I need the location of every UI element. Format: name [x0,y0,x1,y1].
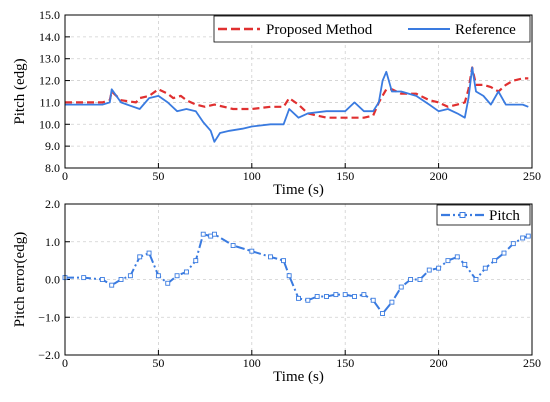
data-point [249,248,255,254]
data-point [525,233,531,239]
data-point [127,273,133,279]
x-tick-label: 0 [62,356,68,370]
data-point [174,273,180,279]
data-point [380,311,386,316]
data-point [99,277,105,282]
x-tick-label: 250 [523,169,541,183]
data-point [436,265,442,271]
data-point [473,277,479,282]
y-tick-label: 14.0 [39,30,60,44]
y-tick-label: 0.0 [45,273,60,287]
legend-label-proposed: Proposed Method [266,22,373,38]
data-point [296,295,301,301]
data-point [398,284,404,290]
legend-box [213,15,531,43]
data-point [445,258,451,264]
x-tick-label: 200 [430,356,448,370]
x-tick-label: 250 [523,356,541,370]
data-point [109,282,115,288]
y-tick-label: 13.0 [39,52,60,66]
data-point [333,292,339,298]
data-point [520,235,526,241]
data-point [492,258,498,264]
data-point [155,273,161,279]
data-point [510,241,516,247]
y-tick-label: 15.0 [39,8,60,22]
data-point [314,294,320,299]
data-point [342,292,348,298]
data-point [482,265,488,271]
data-point [352,294,357,299]
data-point [118,277,124,282]
y-tick-label: −1.0 [38,310,60,324]
y-axis-label: Pitch error(edg) [12,232,28,327]
data-point [200,231,206,237]
data-point [230,243,236,248]
data-point [408,277,414,282]
data-point [183,269,189,275]
data-point [137,254,143,260]
data-point [146,250,152,256]
data-point [324,294,329,299]
legend-label-pitch: Pitch [489,208,520,224]
pitch-chart: 0 50 100 150 200 250 8.0 9.0 10.0 11.0 12.0 13.0 14.… [12,8,541,198]
y-tick-label: 9.0 [45,139,60,153]
pitch-error-chart: 0 50 100 150 200 250 −2.0 −1.0 0.0 1.0 2.0 Time (s)… [12,197,541,385]
y-tick-label: 11.0 [39,95,60,109]
x-tick-label: 150 [336,169,354,183]
y-tick-label: 10.0 [39,117,60,131]
x-axis-label: Time (s) [273,369,324,385]
legend-marker-pitch [459,212,466,218]
data-point [389,299,395,305]
data-point [462,261,468,267]
x-tick-label: 0 [62,169,68,183]
data-point [501,250,507,256]
data-point [193,258,199,264]
data-point [165,280,171,286]
legend: Pitch [436,204,531,226]
y-tick-label: 2.0 [45,197,60,211]
x-axis-label: Time (s) [273,182,324,198]
x-tick-label: 100 [243,169,261,183]
axes-frame [64,14,533,169]
data-point [426,267,432,273]
axes-frame [64,203,533,356]
data-point [361,292,367,298]
y-axis-label: Pitch (edg) [12,58,28,124]
x-tick-label: 50 [152,356,164,370]
data-point [370,297,376,303]
x-tick-label: 200 [430,169,448,183]
data-point [286,273,292,279]
legend-label-reference: Reference [455,22,516,38]
x-tick-label: 50 [152,169,164,183]
y-tick-label: 8.0 [45,161,60,175]
data-point [454,254,460,260]
y-tick-label: −2.0 [38,348,60,362]
data-point [417,277,423,282]
series-line [65,66,529,143]
legend: Proposed Method Reference [213,15,531,43]
data-point [268,254,273,260]
y-tick-label: 12.0 [39,74,60,88]
data-point [305,297,311,303]
data-point [81,275,87,281]
data-point [211,231,217,237]
data-point [281,258,287,264]
plot-area [65,204,532,355]
x-tick-label: 100 [243,356,261,370]
y-tick-label: 1.0 [45,235,60,249]
x-tick-label: 150 [336,356,354,370]
